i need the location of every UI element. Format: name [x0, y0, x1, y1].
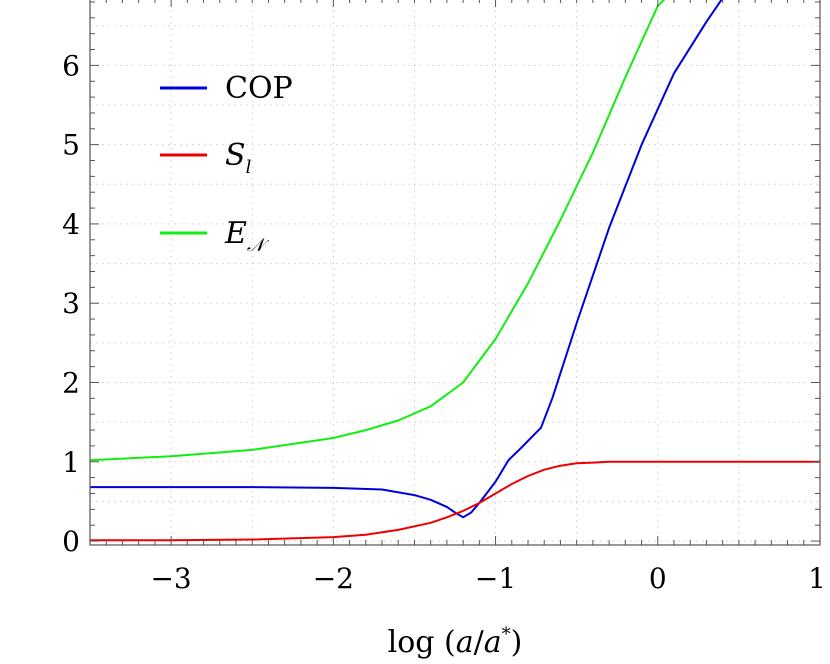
x-axis-title: log (a/a*) — [388, 624, 523, 660]
x-tick-label: −2 — [313, 562, 354, 595]
x-tick-label: −1 — [475, 562, 516, 595]
x-tick-label: 1 — [808, 562, 826, 595]
y-tick-label: 5 — [62, 129, 80, 162]
series-line-s-l — [90, 460, 820, 542]
legend-label: Sl — [225, 138, 252, 178]
y-tick-label: 2 — [62, 366, 80, 399]
y-tick-label: 1 — [62, 446, 80, 479]
plot-frame — [89, 0, 821, 546]
series-lines — [90, 0, 820, 542]
series-line-e-n — [90, 0, 666, 462]
series-line-cop — [90, 0, 723, 519]
y-tick-label: 4 — [62, 208, 80, 241]
legend: COP Sl E𝒩 — [160, 71, 293, 256]
axis-ticks — [89, 0, 821, 545]
y-tick-label: 0 — [62, 525, 80, 558]
y-tick-label: 6 — [62, 49, 80, 82]
grid-lines — [89, 0, 821, 545]
x-tick-labels: −3 −2 −1 0 1 — [150, 562, 826, 595]
x-tick-label: 0 — [649, 562, 667, 595]
x-tick-label: −3 — [150, 562, 191, 595]
y-tick-label: 3 — [62, 287, 80, 320]
legend-label: COP — [225, 71, 293, 106]
legend-label: E𝒩 — [224, 216, 270, 256]
y-tick-labels: 0 1 2 3 4 5 6 — [62, 49, 80, 558]
